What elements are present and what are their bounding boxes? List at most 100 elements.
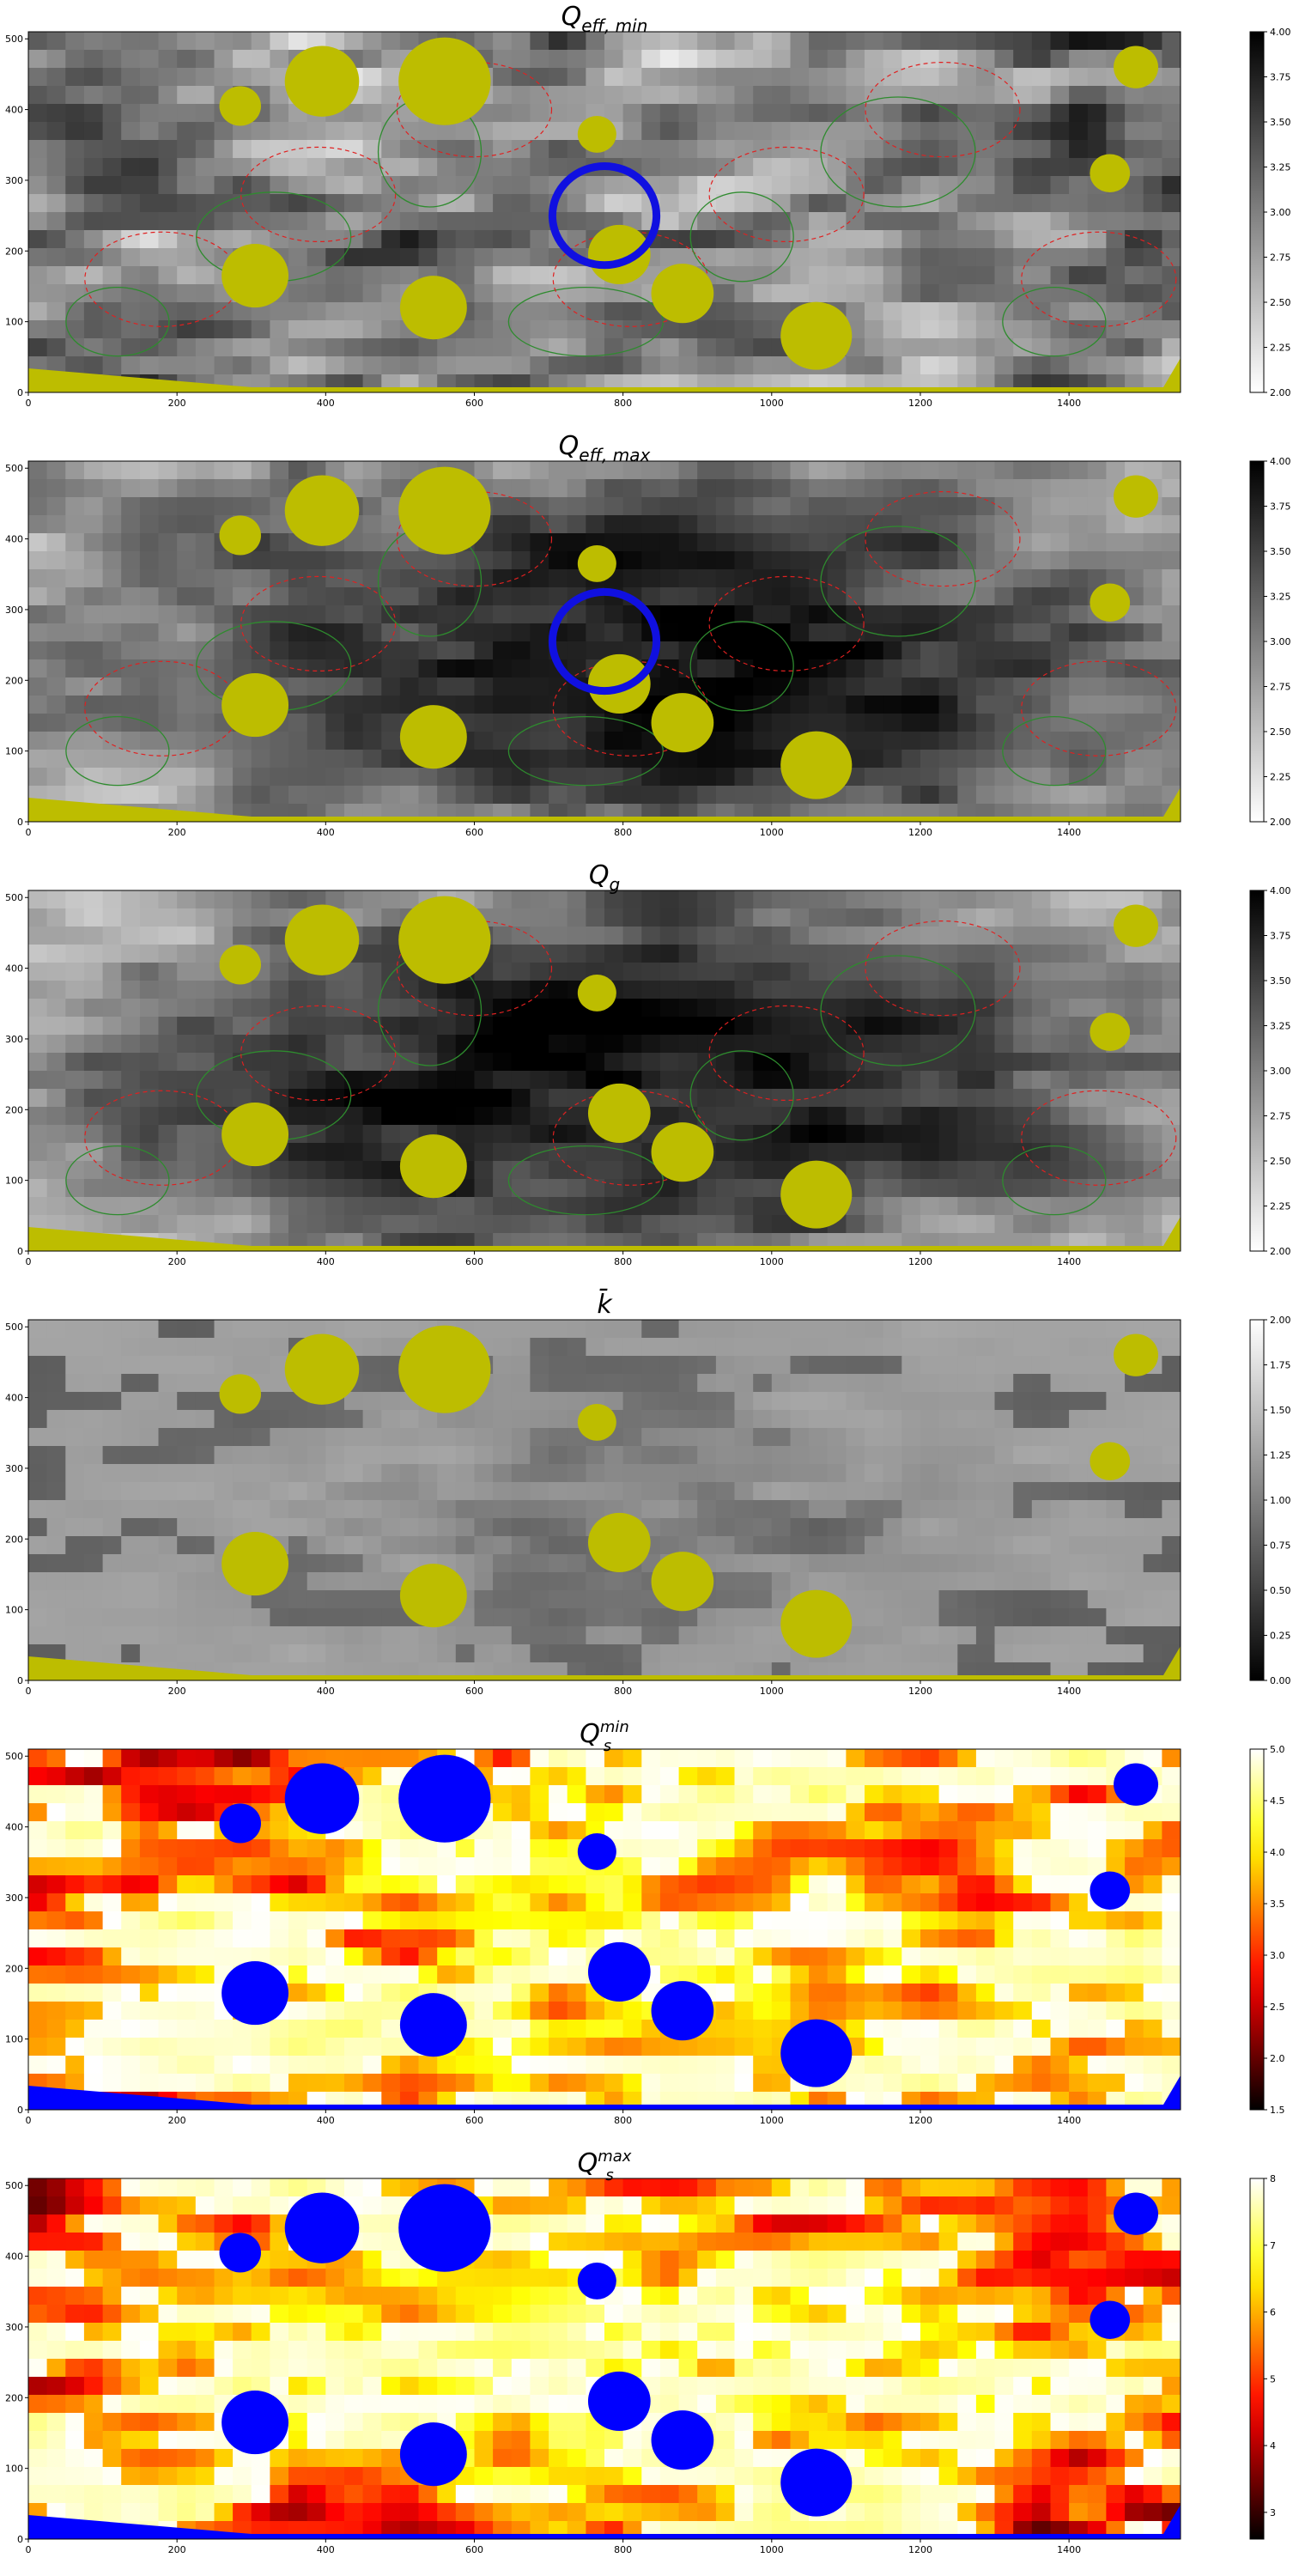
x-tick-label: 0 xyxy=(26,1686,32,1697)
y-tick-label: 400 xyxy=(5,105,23,116)
x-tick-label: 600 xyxy=(465,1256,483,1267)
x-tick-label: 400 xyxy=(317,827,335,838)
colorbar-tick-label: 2.0 xyxy=(1270,2053,1285,2064)
y-tick-label: 0 xyxy=(17,817,23,828)
y-tick-label: 500 xyxy=(5,892,23,903)
panel-title: Qeff, max xyxy=(559,431,651,465)
masked-region xyxy=(285,1763,360,1833)
y-tick-label: 200 xyxy=(5,1534,23,1545)
colorbar-tick-label: 2.5 xyxy=(1270,2002,1285,2013)
colorbar-tick-label: 3.75 xyxy=(1270,501,1291,513)
colorbar-tick-label: 3.00 xyxy=(1270,636,1291,647)
colorbar-tick-label: 7 xyxy=(1270,2240,1276,2251)
heatmap-field xyxy=(28,32,1181,393)
colorbar-tick-label: 3.0 xyxy=(1270,1950,1285,1961)
x-tick-label: 1400 xyxy=(1057,1256,1081,1267)
masked-region xyxy=(222,244,288,307)
x-tick-label: 400 xyxy=(317,2115,335,2126)
masked-region xyxy=(780,302,852,370)
masked-region xyxy=(400,1134,467,1198)
colorbar-tick-label: 2.50 xyxy=(1270,726,1291,738)
masked-region xyxy=(285,475,360,545)
masked-region xyxy=(588,1084,651,1143)
colorbar-tick-label: 1.75 xyxy=(1270,1360,1291,1371)
colorbar-tick-label: 3.50 xyxy=(1270,117,1291,128)
colorbar: 2.002.252.502.753.003.253.503.754.00 xyxy=(1250,27,1291,398)
colorbar-tick-label: 2.25 xyxy=(1270,1201,1291,1212)
masked-region xyxy=(652,1981,714,2040)
masked-region xyxy=(1114,1334,1158,1376)
masked-region xyxy=(220,1374,261,1413)
y-tick-label: 100 xyxy=(5,2034,23,2045)
masked-region xyxy=(1114,1763,1158,1805)
y-tick-label: 200 xyxy=(5,675,23,686)
masked-region xyxy=(652,2410,714,2470)
masked-region xyxy=(220,945,261,984)
x-tick-label: 0 xyxy=(26,1256,32,1267)
masked-region xyxy=(220,2233,261,2272)
x-tick-label: 200 xyxy=(168,2544,186,2555)
colorbar: 2.002.252.502.753.003.253.503.754.00 xyxy=(1250,885,1291,1257)
y-tick-label: 0 xyxy=(17,2105,23,2116)
x-tick-label: 600 xyxy=(465,1686,483,1697)
colorbar-tick-label: 4.00 xyxy=(1270,885,1291,896)
x-tick-label: 1200 xyxy=(908,1256,932,1267)
y-tick-label: 300 xyxy=(5,1034,23,1045)
masked-region xyxy=(1114,46,1158,88)
masked-region xyxy=(222,673,288,737)
x-tick-label: 1000 xyxy=(760,827,784,838)
x-tick-label: 400 xyxy=(317,1686,335,1697)
masked-region xyxy=(780,2449,852,2517)
colorbar-tick-label: 3.25 xyxy=(1270,592,1291,603)
masked-region xyxy=(1090,1012,1130,1050)
colorbar: 2.002.252.502.753.003.253.503.754.00 xyxy=(1250,456,1291,828)
x-tick-label: 400 xyxy=(317,1256,335,1267)
x-tick-label: 0 xyxy=(26,398,32,409)
colorbar-tick-label: 3 xyxy=(1270,2507,1276,2518)
y-tick-label: 500 xyxy=(5,1751,23,1762)
y-tick-label: 400 xyxy=(5,1822,23,1833)
masked-region xyxy=(285,46,360,116)
masked-region xyxy=(1114,475,1158,517)
masked-region xyxy=(398,896,490,984)
colorbar-tick-label: 2.00 xyxy=(1270,817,1291,828)
masked-region xyxy=(400,1564,467,1627)
masked-region xyxy=(220,86,261,125)
masked-region xyxy=(588,1513,651,1572)
y-tick-label: 100 xyxy=(5,1605,23,1616)
y-tick-label: 100 xyxy=(5,1176,23,1187)
y-tick-label: 300 xyxy=(5,175,23,186)
masked-region xyxy=(1090,1871,1130,1909)
colorbar-tick-label: 3.5 xyxy=(1270,1899,1285,1910)
masked-region xyxy=(1114,904,1158,946)
x-tick-label: 200 xyxy=(168,398,186,409)
colorbar-tick-label: 4.5 xyxy=(1270,1795,1285,1807)
panel-title: Qg xyxy=(589,860,620,895)
colorbar-tick-label: 8 xyxy=(1270,2173,1276,2184)
y-tick-label: 0 xyxy=(17,1675,23,1686)
masked-region xyxy=(578,1404,616,1441)
masked-region xyxy=(398,1326,490,1413)
x-tick-label: 800 xyxy=(614,1686,632,1697)
y-tick-label: 400 xyxy=(5,534,23,545)
y-tick-label: 200 xyxy=(5,1963,23,1974)
colorbar-tick-label: 0.75 xyxy=(1270,1540,1291,1552)
x-tick-label: 1200 xyxy=(908,398,932,409)
masked-region xyxy=(578,2263,616,2300)
y-tick-label: 200 xyxy=(5,1104,23,1115)
y-tick-label: 500 xyxy=(5,2180,23,2191)
colorbar-tick-label: 0.25 xyxy=(1270,1631,1291,1642)
heatmap-field xyxy=(28,890,1181,1252)
masked-region xyxy=(398,38,490,125)
colorbar-tick-label: 2.50 xyxy=(1270,1156,1291,1167)
panel-title: Qeff, min xyxy=(561,2,648,36)
masked-region xyxy=(578,975,616,1012)
colorbar-tick-label: 2.50 xyxy=(1270,297,1291,308)
colorbar-tick-label: 2.00 xyxy=(1270,387,1291,398)
